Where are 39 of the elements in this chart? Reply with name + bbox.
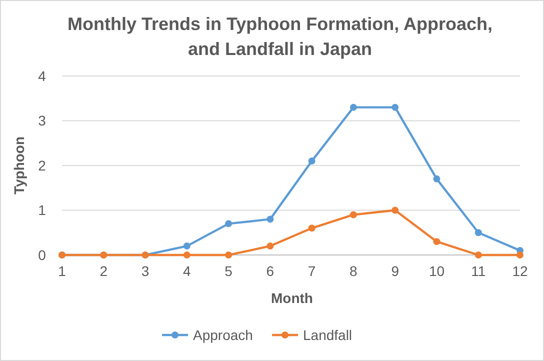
point [433,175,440,182]
x-tick-label: 1 [58,263,66,279]
point [392,206,399,214]
point [433,238,440,246]
x-tick-label: 12 [512,263,528,279]
x-tick-label: 7 [308,263,316,279]
point [516,252,524,258]
point [266,242,274,250]
point [308,224,316,232]
y-tick-label: 3 [38,112,46,129]
x-tick-label: 11 [471,263,486,279]
point [266,216,274,223]
point [225,220,232,228]
point [350,104,357,111]
y-tick-label: 0 [38,246,46,263]
point [474,229,482,236]
x-tick-label: 10 [428,263,445,279]
x-tick-label: 3 [141,263,150,279]
legend-label: Landfall [303,326,352,343]
chart-title: Monthly Trends in Typhoon Formation, Approach, and Landfall in Japan [68,14,492,59]
point [350,211,357,218]
point [474,252,482,258]
point [392,104,399,111]
x-axis-title: Month [271,290,313,306]
x-tick-label: 6 [266,263,274,279]
x-tick-label: 2 [100,263,108,279]
x-tick-label: 8 [350,263,358,279]
point [225,252,232,258]
point [183,242,190,250]
y-tick-label: 1 [38,202,46,218]
y-tick-label: 2 [38,157,46,174]
y-tick-label: 4 [38,68,46,84]
x-tick-label: 5 [224,263,233,279]
x-tick-label: 9 [391,263,400,279]
x-tick-label: 4 [183,263,192,279]
point [308,158,316,165]
legend-label: Approach [193,326,253,343]
y-axis-title: Typhoon [11,136,27,195]
point [183,252,190,258]
